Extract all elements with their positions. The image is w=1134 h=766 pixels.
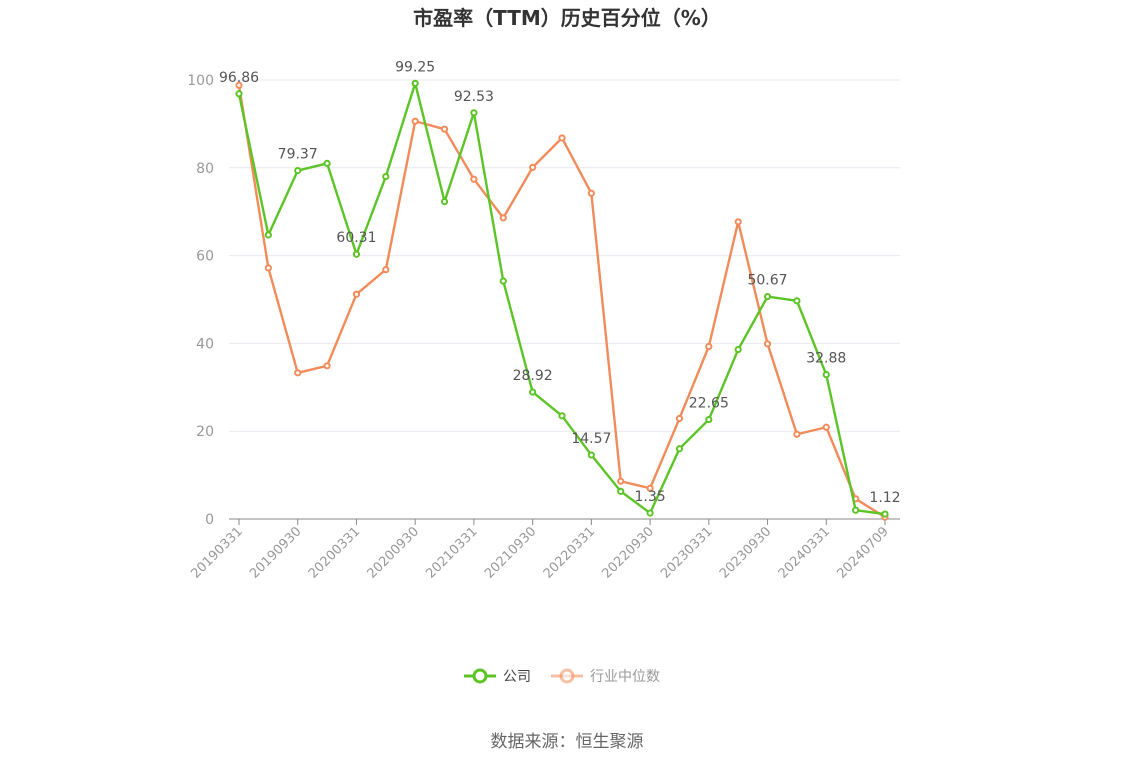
x-tick-label: 20210930 <box>482 524 539 581</box>
data-label: 96.86 <box>219 70 259 86</box>
industry-median-point <box>617 477 625 485</box>
company-point <box>793 297 801 305</box>
data-label: 28.92 <box>513 368 553 384</box>
industry-median-point <box>763 340 772 348</box>
industry-median-point <box>675 414 684 423</box>
company-point <box>587 451 595 459</box>
data-label: 60.31 <box>336 230 376 246</box>
x-tick-label: 20230331 <box>658 524 715 581</box>
industry-median-line <box>237 85 886 519</box>
company-point <box>675 445 684 453</box>
y-axis: 0 20 40 60 80 100 <box>187 73 214 528</box>
y-tick-label: 100 <box>187 73 214 89</box>
x-tick-label: 20240709 <box>834 524 891 581</box>
x-tick-label: 20240331 <box>776 524 833 581</box>
company-point <box>558 412 566 420</box>
company-point <box>470 109 478 117</box>
company-point <box>646 509 654 517</box>
series-industry-median <box>235 81 889 521</box>
data-source: 数据来源：恒生聚源 <box>491 732 644 752</box>
industry-median-point <box>264 264 272 272</box>
company-line <box>237 82 886 516</box>
data-label: 32.88 <box>806 351 846 367</box>
chart-title: 市盈率（TTM）历史百分位（%） <box>413 6 721 30</box>
company-point <box>323 159 331 168</box>
data-label: 14.57 <box>571 431 611 447</box>
x-tick-label: 20230930 <box>717 524 774 581</box>
y-tick-label: 0 <box>205 512 214 528</box>
series-company <box>235 79 889 518</box>
industry-median-point <box>411 117 419 125</box>
company-point <box>294 166 302 175</box>
legend: 公司 行业中位数 <box>464 668 660 685</box>
data-label: 50.67 <box>747 273 787 289</box>
industry-median-point <box>558 134 566 142</box>
company-point <box>822 371 830 379</box>
industry-median-point <box>734 218 742 226</box>
industry-median-point <box>793 430 801 438</box>
data-label: 92.53 <box>454 89 494 105</box>
industry-median-point <box>587 189 595 197</box>
company-point <box>529 388 537 396</box>
data-label: 99.25 <box>395 59 435 75</box>
x-tick-label: 20200930 <box>365 524 422 581</box>
x-tick-label: 20210331 <box>423 524 480 581</box>
y-tick-label: 20 <box>196 424 214 440</box>
company-point <box>499 277 507 285</box>
grid-lines <box>229 79 900 432</box>
company-point <box>617 487 625 495</box>
industry-median-point <box>529 163 537 171</box>
data-label: 1.12 <box>869 490 900 506</box>
industry-median-point <box>822 423 830 431</box>
company-point <box>264 231 272 239</box>
industry-median-point <box>352 290 361 298</box>
company-point <box>852 506 860 514</box>
industry-median-point <box>470 175 478 183</box>
company-point <box>440 198 449 206</box>
x-tick-label: 20220331 <box>541 524 598 581</box>
legend-industry-marker <box>559 668 575 684</box>
y-tick-label: 60 <box>196 249 214 265</box>
legend-company-label: 公司 <box>503 669 531 685</box>
legend-industry-label: 行业中位数 <box>590 669 660 685</box>
legend-item-company[interactable]: 公司 <box>464 668 531 685</box>
industry-median-point <box>294 369 302 377</box>
industry-median-point <box>382 266 390 274</box>
x-axis: 20190331 20190930 20200331 20200930 20210331… <box>188 518 900 582</box>
y-tick-label: 40 <box>196 336 214 352</box>
company-point <box>763 292 772 301</box>
series-layer <box>235 79 889 521</box>
y-tick-label: 80 <box>196 161 214 177</box>
data-label: 22.65 <box>689 396 729 412</box>
company-point <box>235 90 243 98</box>
industry-median-point <box>705 342 713 351</box>
company-point <box>705 415 713 424</box>
industry-median-point <box>440 125 449 133</box>
company-point <box>382 172 390 181</box>
industry-median-point <box>323 362 331 370</box>
company-point <box>411 79 419 87</box>
data-label: 79.37 <box>278 147 318 163</box>
legend-company-marker <box>472 668 488 684</box>
x-tick-label: 20190331 <box>188 524 245 581</box>
company-point <box>881 510 889 518</box>
industry-median-point <box>646 484 654 492</box>
company-point <box>734 345 742 354</box>
x-tick-label: 20220930 <box>600 524 657 581</box>
industry-median-point <box>235 81 243 89</box>
data-labels: 96.86 79.37 60.31 99.25 92.53 28.92 14.57 1.35 2… <box>219 59 901 506</box>
legend-item-industry-median[interactable]: 行业中位数 <box>551 668 660 685</box>
x-tick-label: 20200331 <box>306 524 363 581</box>
data-label: 1.35 <box>635 489 666 505</box>
company-point <box>352 250 361 258</box>
industry-median-point <box>499 214 507 222</box>
x-tick-label: 20190930 <box>247 524 304 581</box>
